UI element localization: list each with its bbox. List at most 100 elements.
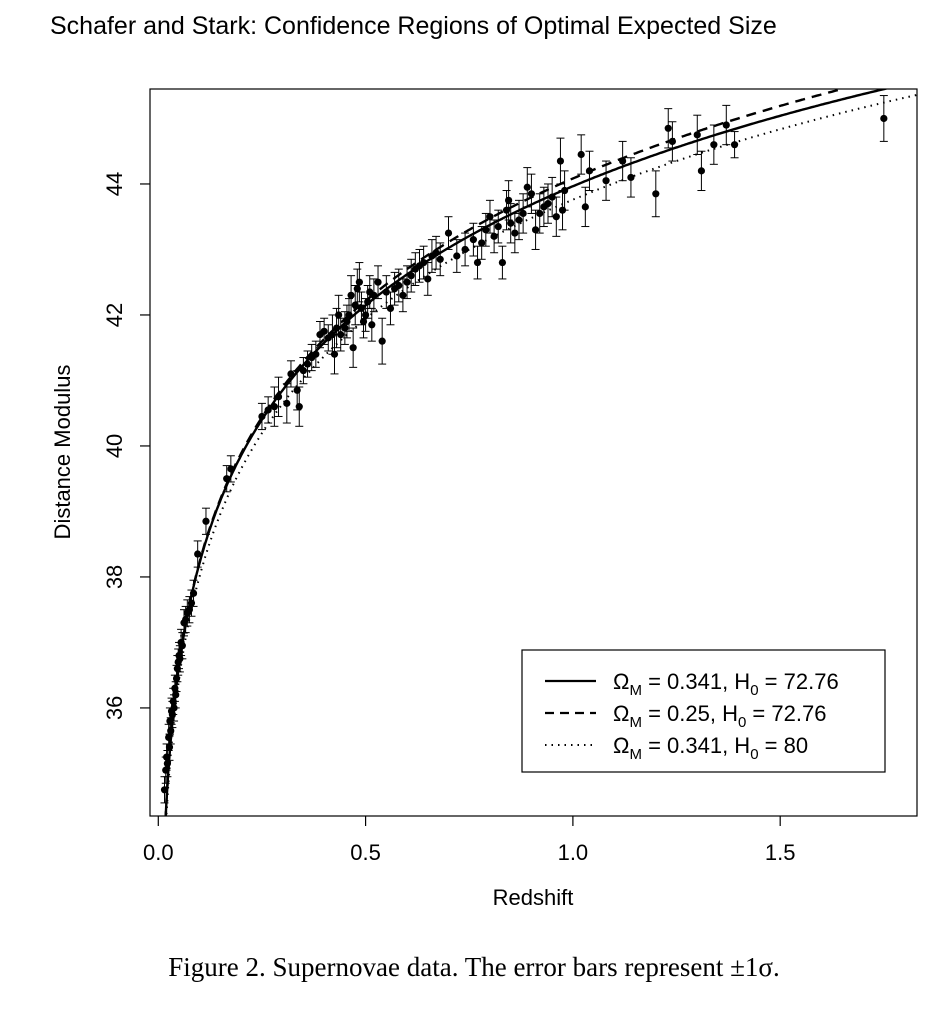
y-tick-label: 44 (102, 172, 127, 196)
data-marker (523, 183, 531, 191)
data-point (461, 232, 470, 267)
legend-box (521, 649, 886, 773)
y-axis-label: Distance Modulus (50, 365, 75, 540)
data-marker (162, 753, 171, 761)
data-marker (697, 167, 706, 175)
data-point (879, 95, 888, 142)
data-point (423, 262, 432, 296)
data-marker (160, 786, 169, 794)
data-point (394, 268, 403, 303)
data-point (163, 750, 172, 778)
data-point (693, 114, 702, 155)
data-point (264, 396, 273, 424)
data-point (651, 170, 660, 218)
data-point (473, 245, 482, 280)
y-axis: 36 38 40 42 44 (102, 172, 150, 720)
x-axis-label: Redshift (493, 885, 574, 910)
data-marker (486, 213, 494, 221)
data-point (668, 121, 677, 162)
data-point (556, 137, 565, 185)
data-point (193, 540, 202, 568)
data-marker (399, 291, 407, 299)
data-marker (453, 252, 461, 260)
data-marker (544, 200, 552, 208)
data-marker (577, 150, 585, 159)
data-marker (347, 291, 355, 299)
data-point (274, 376, 283, 417)
data-marker (498, 258, 507, 267)
data-marker (386, 304, 395, 313)
data-point (510, 212, 519, 254)
legend-label-1: ΩM = 0.341, H0 = 72.76 (613, 669, 839, 699)
data-point (485, 199, 494, 234)
x-tick-label: 1.5 (765, 840, 796, 865)
data-marker (283, 399, 291, 407)
y-tick-label: 40 (102, 434, 127, 458)
data-point (577, 134, 586, 175)
data-point (560, 170, 569, 211)
data-marker (303, 360, 312, 368)
data-marker (355, 278, 363, 286)
data-marker (507, 219, 515, 227)
data-marker (171, 684, 179, 692)
data-marker (172, 674, 181, 683)
data-marker (880, 114, 888, 123)
data-point (367, 307, 376, 342)
data-marker (178, 642, 186, 650)
data-marker (536, 209, 544, 218)
figure-caption: Figure 2. Supernovae data. The error bar… (168, 952, 780, 982)
data-point (494, 209, 503, 244)
data-marker (382, 288, 390, 296)
data-marker (560, 186, 569, 195)
data-marker (490, 232, 498, 240)
supernova-points (160, 95, 888, 804)
plot-frame (149, 88, 918, 817)
x-tick-label: 1.0 (558, 840, 589, 865)
data-marker (710, 141, 718, 149)
data-marker (664, 124, 672, 132)
data-point (452, 239, 461, 273)
data-point (664, 108, 673, 149)
x-tick-label: 0.5 (350, 840, 381, 865)
data-marker (420, 258, 428, 267)
data-marker (424, 275, 432, 283)
data-point (320, 317, 329, 345)
data-marker (527, 190, 536, 198)
data-marker (227, 465, 235, 473)
data-marker (469, 236, 477, 244)
data-point (286, 360, 295, 388)
data-point (618, 140, 627, 182)
data-point (282, 383, 291, 424)
data-marker (407, 272, 415, 280)
data-point (709, 124, 718, 165)
data-marker (473, 258, 482, 267)
data-marker (619, 157, 627, 165)
data-marker (531, 226, 540, 234)
data-point (257, 402, 266, 431)
data-point (697, 150, 706, 192)
data-marker (556, 157, 565, 165)
data-point (519, 193, 528, 234)
data-marker (602, 177, 610, 185)
data-point (481, 212, 490, 247)
legend-label-3: ΩM = 0.341, H0 = 80 (613, 733, 808, 763)
data-marker (295, 403, 303, 411)
data-marker (403, 278, 411, 286)
data-marker (189, 589, 198, 597)
data-marker (167, 727, 175, 735)
data-point (544, 183, 553, 224)
data-point (349, 327, 358, 368)
data-marker (722, 121, 730, 129)
data-marker (730, 141, 739, 149)
data-point (730, 131, 739, 159)
data-marker (312, 350, 320, 358)
data-point (506, 203, 515, 244)
data-point (336, 317, 345, 352)
data-point (270, 386, 279, 427)
data-marker (627, 173, 635, 182)
data-marker (395, 281, 403, 290)
data-marker (172, 691, 180, 699)
data-point (369, 278, 378, 313)
data-marker (432, 249, 440, 257)
data-marker (693, 131, 701, 139)
